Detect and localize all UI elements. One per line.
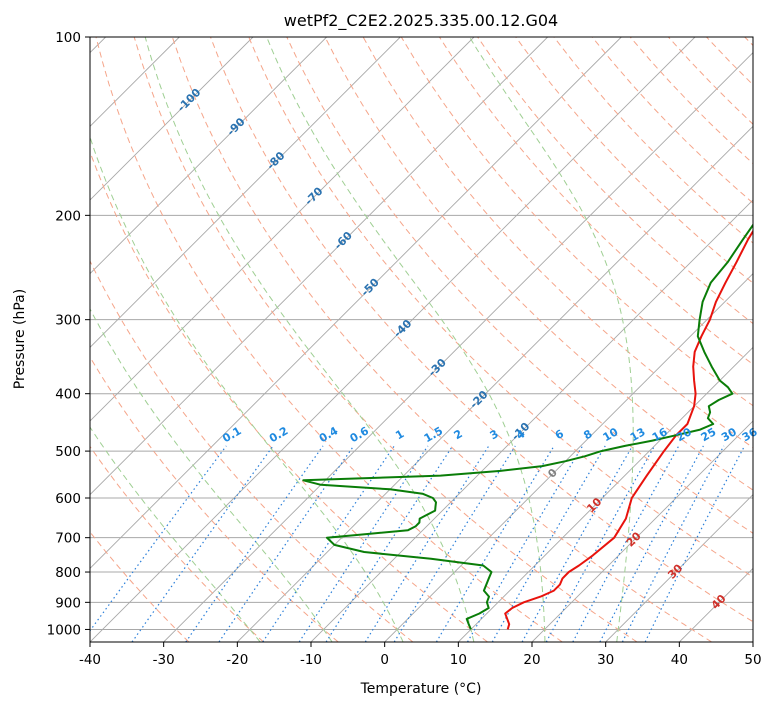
dry-adiabat-line xyxy=(95,37,563,642)
dewpoint-profile-line xyxy=(302,223,753,630)
moist-adiabat-line xyxy=(90,135,404,642)
mixing-ratio-line xyxy=(435,445,555,642)
y-tick-label: 300 xyxy=(55,313,81,329)
y-tick-label: 600 xyxy=(55,491,81,507)
profile-layer xyxy=(302,223,753,630)
y-tick-label: 200 xyxy=(55,208,81,224)
y-tick-label: 800 xyxy=(55,565,81,581)
x-axis-label: Temperature (°C) xyxy=(360,681,482,697)
mixing-ratio-line xyxy=(393,445,516,642)
isotherm-line xyxy=(90,37,401,348)
x-tick-label: -10 xyxy=(300,652,322,668)
mixing-ratio-line xyxy=(491,445,606,642)
moist-adiabat-line xyxy=(266,37,546,642)
y-axis-ticks: 100 200 300 400 500 600 700 800 900 1000 xyxy=(47,30,90,638)
x-tick-label: -40 xyxy=(79,652,101,668)
mixing-ratio-line xyxy=(262,445,395,642)
x-tick-label: -20 xyxy=(226,652,248,668)
mixing-ratio-line xyxy=(521,445,634,642)
mixing-ratio-line xyxy=(325,445,454,642)
mixing-ratio-line xyxy=(364,445,490,642)
isotherm-line xyxy=(90,37,548,496)
x-axis-ticks: -40 -30 -20 -10 0 10 20 30 40 50 xyxy=(79,642,762,668)
x-tick-label: 30 xyxy=(597,652,614,668)
dry-adiabat-line xyxy=(324,37,753,491)
isotherm-line xyxy=(90,37,622,569)
moist-adiabat-line xyxy=(90,308,333,642)
mixing-ratio-line xyxy=(545,445,656,642)
dry-adiabat-line xyxy=(515,37,753,284)
grid-layer xyxy=(90,37,753,642)
plot-frame xyxy=(89,36,754,643)
y-tick-label: 1000 xyxy=(47,622,81,638)
x-tick-label: 20 xyxy=(523,652,540,668)
isotherm-line xyxy=(90,37,254,201)
dry-adiabat-line xyxy=(133,37,638,642)
isotherm-line xyxy=(90,37,696,642)
isotherm-line xyxy=(458,346,753,642)
chart-title: wetPf2_C2E2.2025.335.00.12.G04 xyxy=(284,11,558,31)
y-tick-label: 100 xyxy=(55,30,81,46)
isotherm-line xyxy=(384,273,753,642)
x-tick-label: 0 xyxy=(380,652,389,668)
mixing-ratio-line xyxy=(466,445,584,642)
y-tick-label: 400 xyxy=(55,387,81,403)
isotherm-line xyxy=(163,52,753,642)
isotherm-line xyxy=(237,125,753,642)
isotherm-line xyxy=(90,37,475,422)
x-tick-label: 10 xyxy=(450,652,467,668)
isotherm-line xyxy=(531,420,753,642)
x-tick-label: 50 xyxy=(744,652,761,668)
temperature-profile-line xyxy=(504,229,753,630)
x-tick-label: 40 xyxy=(671,652,688,668)
moist-adiabat-line xyxy=(90,426,261,642)
isotherm-line xyxy=(90,37,327,275)
dry-adiabat-line xyxy=(286,37,753,534)
dry-adiabat-line xyxy=(90,445,264,642)
y-tick-label: 500 xyxy=(55,444,81,460)
dry-adiabat-line xyxy=(210,37,753,623)
dry-adiabat-line xyxy=(90,259,414,642)
dry-adiabat-line xyxy=(248,37,753,578)
x-tick-label: -30 xyxy=(153,652,175,668)
y-tick-label: 900 xyxy=(55,595,81,611)
plot-background xyxy=(90,37,753,642)
y-tick-label: 700 xyxy=(55,531,81,547)
mixing-ratio-line xyxy=(572,445,680,642)
moist-adiabat-line xyxy=(144,37,475,642)
y-axis-label: Pressure (hPa) xyxy=(12,289,28,389)
isotherm-line xyxy=(605,494,753,642)
dry-adiabat-line xyxy=(171,37,712,642)
